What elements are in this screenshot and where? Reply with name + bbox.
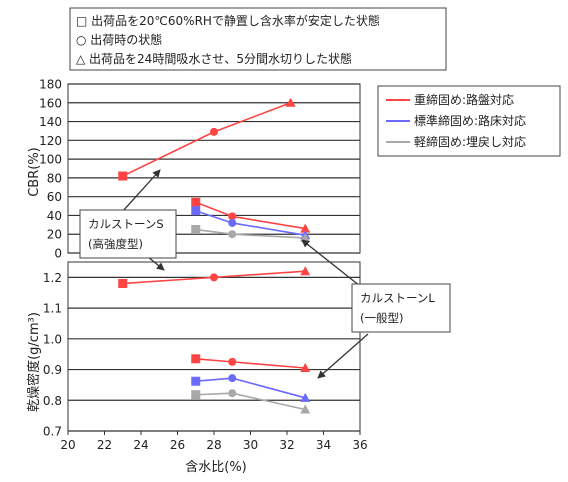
point-square-marker <box>191 354 201 364</box>
callout-karustone-l: カルストーンL (一般型) <box>351 283 451 333</box>
point-square-marker <box>118 279 128 289</box>
point-triangle-marker <box>285 97 296 107</box>
point-square-marker <box>191 225 201 235</box>
condition-legend-line: △ 出荷品を24時間吸水させ、5分間水切りした状態 <box>76 51 352 66</box>
callout-s-line1: カルストーンS <box>88 217 164 231</box>
x-tick-label: 30 <box>243 438 258 452</box>
y-tick-label: 140 <box>39 115 62 129</box>
arrow-s-up <box>121 169 161 213</box>
condition-legend-line: ○ 出荷時の状態 <box>76 32 162 47</box>
y-tick-label: 80 <box>47 171 62 185</box>
x-tick-label: 22 <box>97 438 112 452</box>
x-tick-label: 26 <box>170 438 185 452</box>
x-tick-label: 28 <box>206 438 221 452</box>
point-circle-marker <box>228 212 237 221</box>
y-tick-label: 60 <box>47 190 62 204</box>
y-tick-label: 40 <box>47 209 62 223</box>
y-tick-label: 1.0 <box>43 332 62 346</box>
series-legend: 重締固め:路盤対応 標準締固め:路床対応 軽締固め:埋戻し対応 <box>377 85 561 157</box>
point-triangle-marker <box>300 223 311 233</box>
callout-karustone-s: カルストーンS (高強度型) <box>79 209 177 259</box>
point-square-marker <box>191 390 201 400</box>
y-tick-label: 180 <box>39 78 62 92</box>
point-circle-marker <box>228 357 237 366</box>
point-triangle-marker <box>300 404 311 414</box>
point-square-marker <box>191 376 201 386</box>
density-panel: 0.7 0.8 0.9 1.0 1.1 1.2 20 22 24 26 28 30 32 34 36 <box>43 261 368 452</box>
point-triangle-marker <box>300 392 311 402</box>
x-tick-label: 36 <box>352 438 367 452</box>
x-tick-label: 34 <box>316 438 331 452</box>
y-tick-label: 0.9 <box>43 363 62 377</box>
legend-label-heavy: 重締固め:路盤対応 <box>414 92 514 107</box>
y-tick-label: 0.7 <box>43 425 62 439</box>
legend-label-standard: 標準締固め:路床対応 <box>414 113 526 128</box>
y-tick-label: 0.8 <box>43 394 62 408</box>
point-square-marker <box>118 171 128 181</box>
condition-legend: □ 出荷品を20℃60%RHで静置し含水率が安定した状態 ○ 出荷時の状態 △ … <box>69 7 447 71</box>
y-tick-label: 100 <box>39 153 62 167</box>
plot-frame <box>67 261 361 432</box>
point-square-marker <box>191 206 201 216</box>
point-circle-marker <box>228 389 237 398</box>
y-tick-label: 120 <box>39 134 62 148</box>
callout-l-line2: (一般型) <box>360 311 403 325</box>
point-triangle-marker <box>300 266 311 276</box>
arrow-l-down <box>317 333 369 379</box>
x-tick-label: 32 <box>279 438 294 452</box>
callout-arrows <box>121 169 369 379</box>
y-tick-label: 0 <box>54 247 62 261</box>
y-tick-label: 20 <box>47 228 62 242</box>
condition-legend-line: □ 出荷品を20℃60%RHで静置し含水率が安定した状態 <box>76 13 380 28</box>
x-tick-label: 20 <box>60 438 75 452</box>
x-tick-label: 24 <box>133 438 148 452</box>
x-axis-title: 含水比(%) <box>185 459 247 475</box>
point-square-marker <box>191 197 201 207</box>
point-triangle-marker <box>300 363 311 373</box>
callout-s-line2: (高強度型) <box>88 237 143 251</box>
y-tick-label: 1.2 <box>43 271 62 285</box>
arrow-l-up <box>301 239 361 287</box>
point-circle-marker <box>210 127 218 136</box>
point-circle-marker <box>228 218 237 227</box>
y-axis-title-density: 乾燥密度(g/cm³) <box>26 312 42 412</box>
point-circle-marker <box>210 273 218 282</box>
callout-l-line1: カルストーンL <box>360 291 435 305</box>
legend-label-light: 軽締固め:埋戻し対応 <box>414 134 526 149</box>
y-tick-label: 1.1 <box>43 302 62 316</box>
point-circle-marker <box>228 230 237 239</box>
y-axis-title-cbr: CBR(%) <box>27 147 42 197</box>
y-tick-label: 160 <box>39 96 62 110</box>
point-circle-marker <box>228 374 237 383</box>
